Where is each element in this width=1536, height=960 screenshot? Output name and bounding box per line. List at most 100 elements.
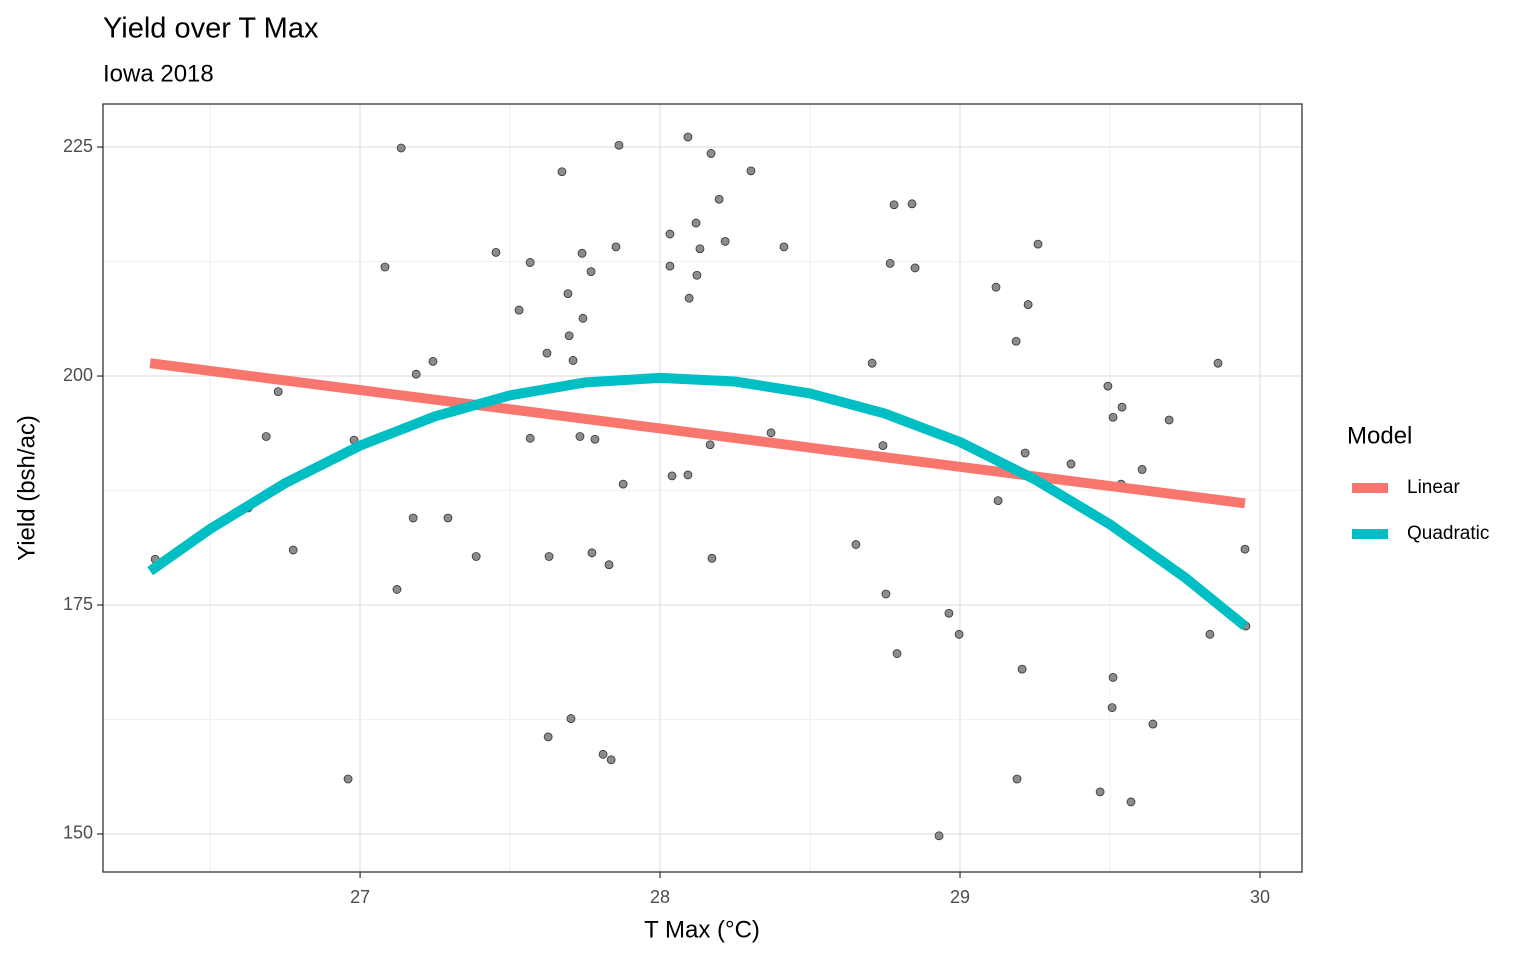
point — [1095, 787, 1105, 797]
point — [586, 267, 596, 277]
fit-line — [147, 372, 1249, 630]
point — [885, 258, 895, 268]
chart-title: Yield over T Max — [103, 13, 319, 45]
fit-line — [149, 358, 1246, 509]
legend-label: Quadratic — [1407, 523, 1489, 544]
point — [543, 732, 553, 742]
x-tick-label: 30 — [1250, 887, 1270, 907]
point — [408, 513, 418, 523]
point — [542, 348, 552, 358]
point — [667, 471, 677, 481]
point — [665, 229, 675, 239]
y-tick-label: 150 — [63, 823, 93, 843]
point — [934, 831, 944, 841]
point — [746, 166, 756, 176]
point — [568, 356, 578, 365]
point — [714, 194, 724, 204]
point — [1066, 459, 1076, 469]
x-tick-label: 28 — [650, 887, 670, 907]
point — [288, 545, 298, 555]
point — [343, 774, 353, 784]
point — [851, 540, 861, 549]
point — [566, 714, 576, 723]
point — [392, 585, 402, 594]
point — [590, 434, 600, 444]
point — [411, 369, 421, 379]
legend-title: Model — [1347, 422, 1412, 449]
point — [1033, 239, 1043, 249]
point — [684, 293, 694, 303]
point — [578, 313, 588, 323]
point — [1103, 381, 1113, 391]
point — [396, 143, 406, 153]
point — [1205, 629, 1215, 639]
point — [1017, 664, 1027, 674]
point — [618, 479, 628, 489]
legend-label: Linear — [1407, 477, 1460, 498]
point — [261, 432, 271, 441]
point — [491, 247, 501, 257]
point — [525, 433, 535, 443]
point — [557, 167, 567, 177]
point — [691, 218, 701, 228]
point — [706, 149, 716, 158]
y-axis-title: Yield (bsh/ac) — [13, 415, 40, 561]
point — [910, 263, 920, 273]
point — [1240, 544, 1250, 554]
x-axis-title: T Max (°C) — [644, 916, 760, 943]
point — [766, 428, 776, 438]
x-tick-label: 27 — [350, 887, 370, 907]
point — [683, 470, 693, 480]
point — [1164, 415, 1174, 425]
plot-border — [102, 103, 1303, 873]
point — [1012, 774, 1022, 784]
point — [380, 262, 390, 272]
point — [707, 553, 717, 563]
point — [1148, 719, 1158, 729]
point — [598, 749, 608, 759]
point — [665, 261, 675, 271]
point — [779, 242, 789, 252]
point — [604, 560, 614, 570]
point — [1011, 336, 1021, 346]
point — [954, 629, 964, 639]
point — [428, 356, 438, 366]
point — [514, 305, 524, 315]
point — [692, 270, 702, 280]
point — [944, 608, 954, 618]
point — [881, 589, 891, 599]
point — [606, 755, 616, 765]
point — [611, 242, 621, 252]
point — [867, 358, 877, 368]
point — [525, 258, 535, 267]
point — [273, 387, 283, 396]
point — [695, 244, 705, 254]
chart-subtitle: Iowa 2018 — [103, 60, 214, 87]
point — [1108, 672, 1118, 682]
point — [1107, 703, 1117, 712]
point — [991, 282, 1001, 292]
point — [1126, 797, 1136, 807]
point — [1213, 358, 1223, 368]
point — [577, 248, 587, 258]
point — [563, 289, 573, 298]
point — [720, 236, 730, 246]
point — [705, 440, 715, 450]
point — [993, 496, 1003, 505]
point — [614, 140, 624, 150]
y-tick-label: 200 — [63, 365, 93, 385]
point — [575, 432, 585, 441]
point — [878, 441, 888, 451]
point — [683, 132, 693, 142]
point — [1020, 448, 1030, 458]
point — [443, 513, 453, 523]
point — [564, 331, 574, 341]
point — [544, 552, 554, 561]
point — [892, 649, 902, 658]
point — [1023, 300, 1033, 309]
point — [907, 199, 917, 209]
point — [471, 552, 481, 561]
y-tick-label: 175 — [63, 594, 93, 614]
point — [587, 548, 597, 558]
